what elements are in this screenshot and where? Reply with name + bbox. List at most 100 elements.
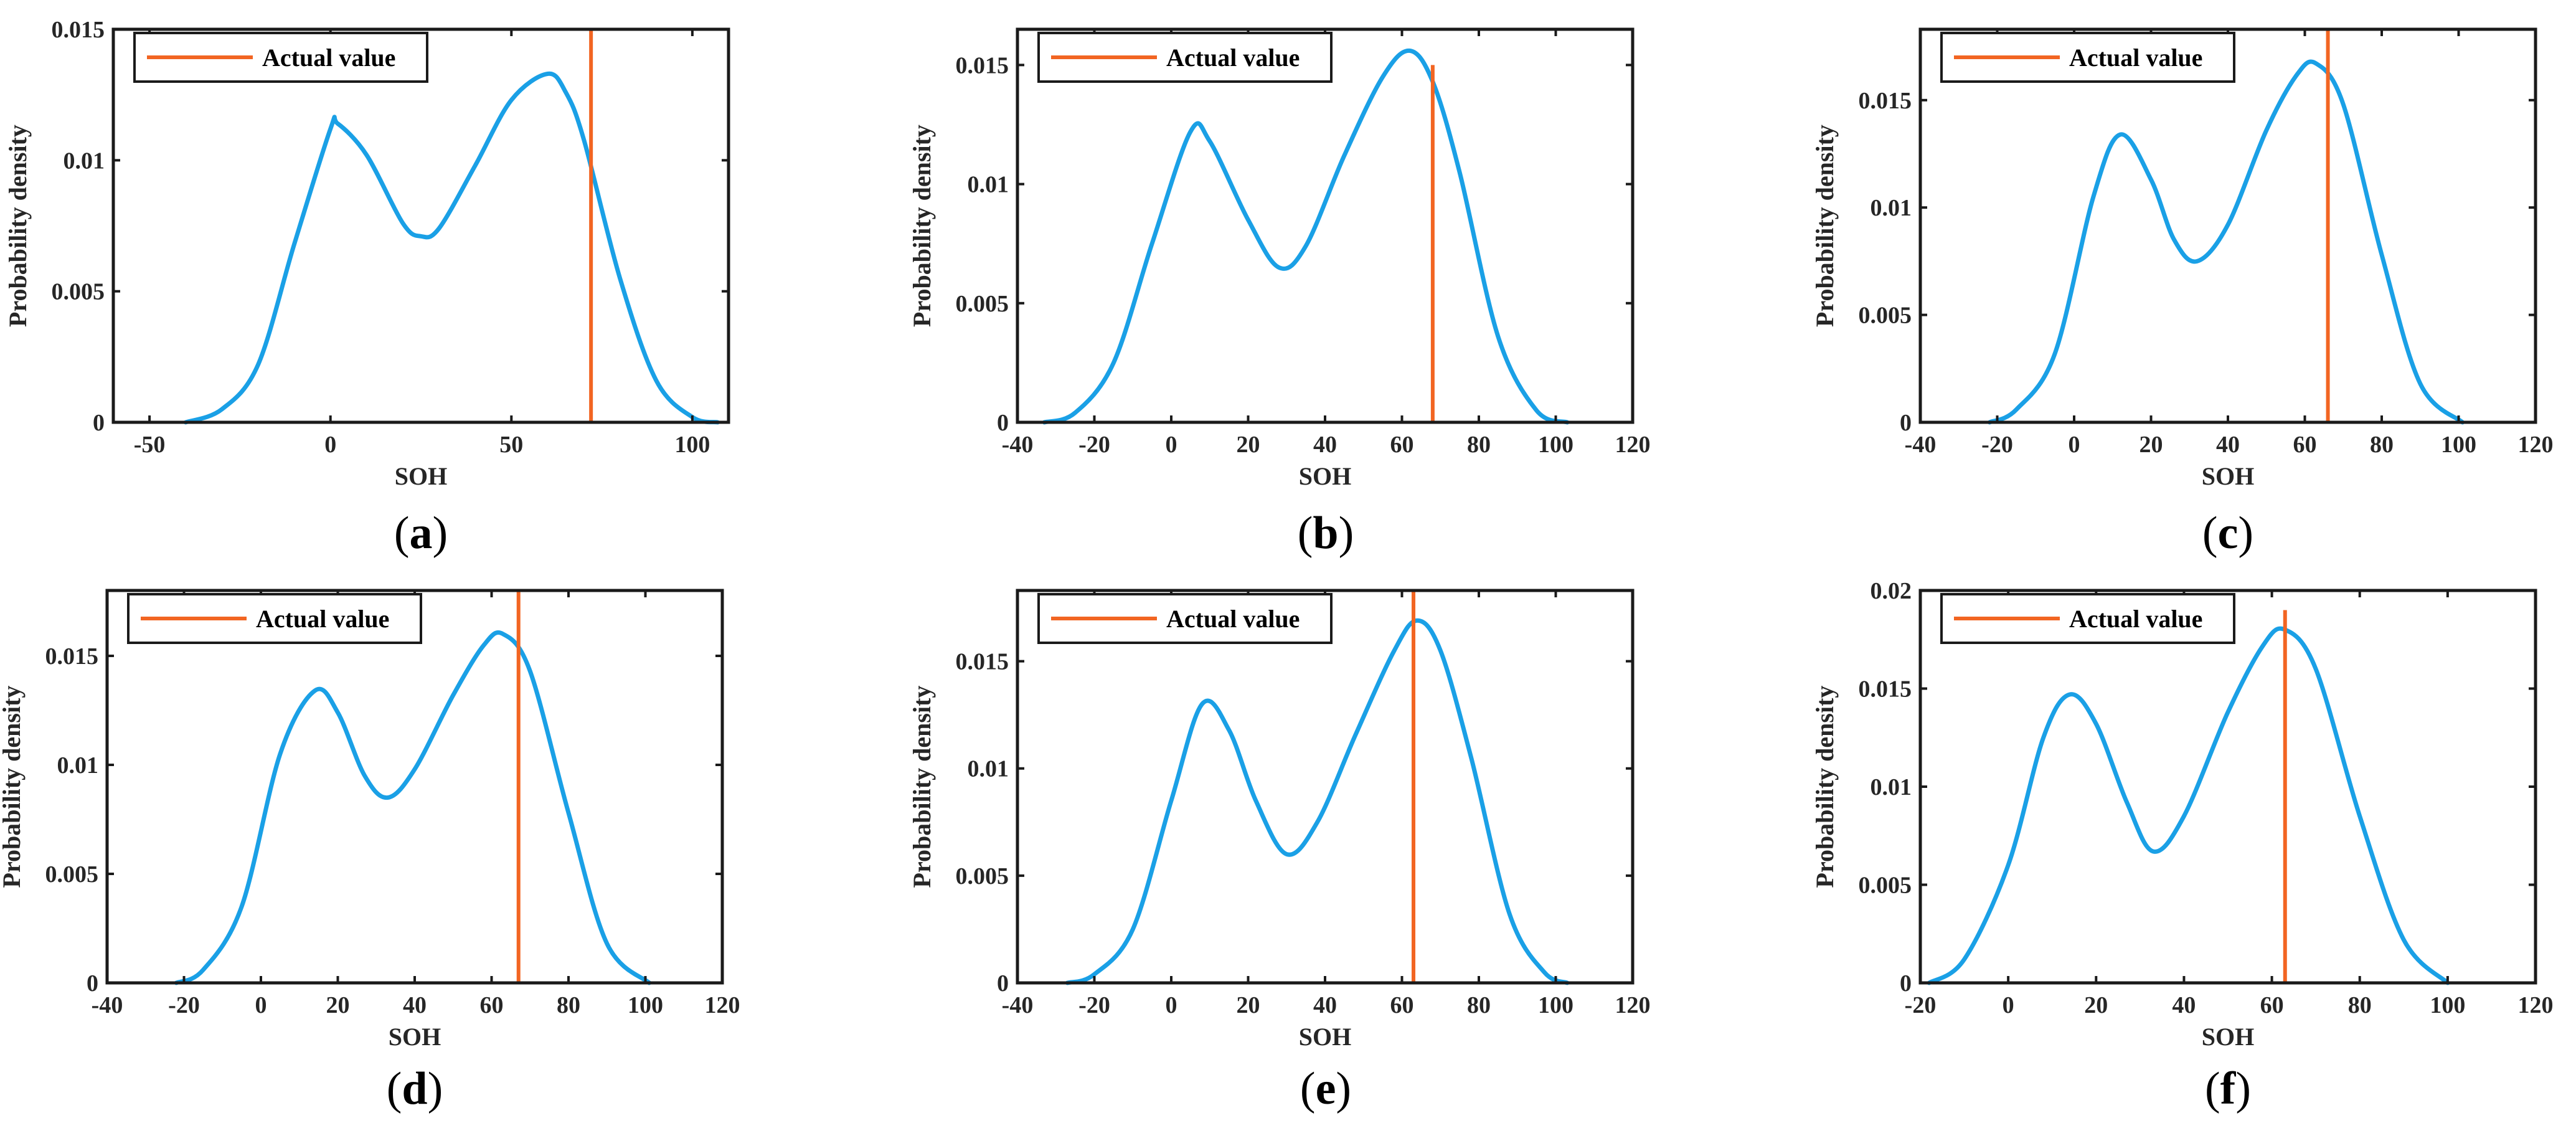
- y-tick-label: 0.01: [968, 756, 1009, 782]
- plot-area: [1017, 590, 1633, 983]
- panel-caption: (c): [2202, 508, 2253, 559]
- panel-caption: (f): [2205, 1063, 2251, 1114]
- x-tick-label: 60: [2260, 992, 2284, 1018]
- x-tick-label: 120: [2518, 432, 2554, 458]
- x-tick-label: 100: [2430, 992, 2465, 1018]
- x-tick-label: 0: [255, 992, 267, 1018]
- y-tick-label: 0.01: [1871, 774, 1912, 800]
- axes-frame: [111, 27, 730, 424]
- legend: Actual value: [1037, 32, 1333, 83]
- plot-area: [113, 29, 729, 422]
- density-curve: [1042, 48, 1570, 425]
- x-tick-label: 40: [2172, 992, 2196, 1018]
- x-axis-label: SOH: [2202, 1023, 2254, 1051]
- y-tick-label: 0.015: [1859, 676, 1912, 703]
- x-tick-label: 80: [2348, 992, 2372, 1018]
- plot-area: [107, 590, 722, 983]
- x-tick-label: 100: [1538, 432, 1573, 458]
- x-tick-label: -40: [1002, 992, 1034, 1018]
- chart-panel-c: -40 -20 0 20 40 60 80 100 120 0 0.005 0.01 0.015 SOH P…: [1811, 27, 2554, 559]
- x-tick-label: 60: [1390, 992, 1414, 1018]
- x-tick-label: 0: [324, 432, 336, 458]
- x-axis-label: SOH: [395, 462, 447, 490]
- legend-label: Actual value: [256, 605, 389, 633]
- x-tick-label: 120: [1615, 992, 1651, 1018]
- legend: Actual value: [1940, 32, 2235, 83]
- x-tick-label: 50: [499, 432, 523, 458]
- x-tick-label: -20: [1078, 992, 1110, 1018]
- y-tick-label: 0.015: [956, 52, 1009, 78]
- y-tick-label: 0: [87, 970, 98, 997]
- x-tick-label: 20: [2084, 992, 2108, 1018]
- legend-box: [127, 593, 422, 644]
- density-curve: [1065, 618, 1570, 985]
- y-tick-label: 0: [1900, 970, 1912, 997]
- legend: Actual value: [133, 32, 428, 83]
- chart-panel-b: -40 -20 0 20 40 60 80 100 120 0 0.005 0.01 0.015 SOH P…: [908, 27, 1651, 559]
- y-tick-label: 0.005: [52, 279, 105, 305]
- y-tick-label: 0.015: [52, 17, 105, 43]
- panel-caption: (b): [1298, 508, 1354, 559]
- y-tick-label: 0.01: [64, 148, 105, 174]
- y-tick-label: 0.015: [956, 649, 1009, 675]
- panel-caption: (d): [387, 1063, 443, 1114]
- x-tick-label: 60: [1390, 432, 1414, 458]
- y-tick-label: 0.005: [1859, 873, 1912, 899]
- legend-box: [133, 32, 428, 83]
- x-tick-label: 20: [1237, 432, 1260, 458]
- x-tick-label: 20: [1237, 992, 1260, 1018]
- x-tick-label: 60: [2293, 432, 2317, 458]
- plot-area: [1920, 590, 2536, 983]
- x-tick-label: 100: [674, 432, 710, 458]
- chart-panel-e: -40 -20 0 20 40 60 80 100 120 0 0.005 0.01 0.015 SOH P…: [908, 589, 1651, 1114]
- chart-panel-d: -40 -20 0 20 40 60 80 100 120 0 0.005 0.01 0.015 SOH P…: [0, 589, 740, 1114]
- x-tick-label: 80: [2370, 432, 2394, 458]
- x-axis-label: SOH: [389, 1023, 441, 1051]
- x-tick-label: 0: [1166, 992, 1177, 1018]
- y-tick-label: 0: [1900, 410, 1912, 436]
- chart-panel-a: -50 0 50 100 0 0.005 0.01 0.015 SOH Probability d…: [4, 17, 730, 559]
- y-axis-label: Probability density: [0, 686, 26, 888]
- x-tick-label: -20: [1981, 432, 2013, 458]
- y-tick-label: 0.005: [956, 291, 1009, 317]
- density-curve: [1927, 626, 2450, 985]
- panel-caption: (a): [394, 508, 448, 559]
- x-tick-label: 80: [1467, 432, 1491, 458]
- y-axis-label: Probability density: [4, 125, 32, 327]
- x-axis-label: SOH: [2202, 462, 2254, 490]
- x-tick-label: 40: [403, 992, 427, 1018]
- x-tick-label: 20: [2140, 432, 2163, 458]
- y-tick-label: 0.005: [45, 861, 99, 888]
- legend: Actual value: [127, 593, 422, 644]
- legend: Actual value: [1037, 593, 1333, 644]
- y-tick-label: 0: [997, 970, 1009, 997]
- x-tick-label: 0: [2069, 432, 2080, 458]
- x-tick-label: 40: [1313, 432, 1337, 458]
- x-tick-label: 120: [705, 992, 740, 1018]
- x-tick-label: 40: [1313, 992, 1337, 1018]
- y-tick-label: 0.005: [956, 863, 1009, 889]
- x-tick-label: -40: [1002, 432, 1034, 458]
- x-tick-label: 100: [1538, 992, 1573, 1018]
- chart-panel-f: -20 0 20 40 60 80 100 12000.0050.010.0150.02SOH…: [1811, 578, 2554, 1114]
- x-tick-label: 80: [1467, 992, 1491, 1018]
- x-tick-label: 120: [1615, 432, 1651, 458]
- legend-label: Actual value: [2069, 44, 2202, 72]
- x-tick-label: -20: [1905, 992, 1937, 1018]
- y-axis-label: Probability density: [1811, 686, 1839, 888]
- x-tick-label: 100: [628, 992, 663, 1018]
- legend-label: Actual value: [1166, 605, 1300, 633]
- density-curve: [183, 71, 720, 425]
- y-tick-label: 0.015: [1859, 88, 1912, 114]
- y-axis-label: Probability density: [908, 686, 936, 888]
- density-curve: [1987, 59, 2465, 425]
- x-tick-label: 60: [480, 992, 504, 1018]
- y-axis-label: Probability density: [908, 125, 936, 327]
- x-axis-label: SOH: [1299, 1023, 1351, 1051]
- y-tick-label: 0.01: [57, 752, 99, 779]
- y-axis-label: Probability density: [1811, 125, 1839, 327]
- x-tick-label: -20: [1078, 432, 1110, 458]
- x-tick-label: -40: [92, 992, 123, 1018]
- y-tick-label: 0.01: [1871, 195, 1912, 221]
